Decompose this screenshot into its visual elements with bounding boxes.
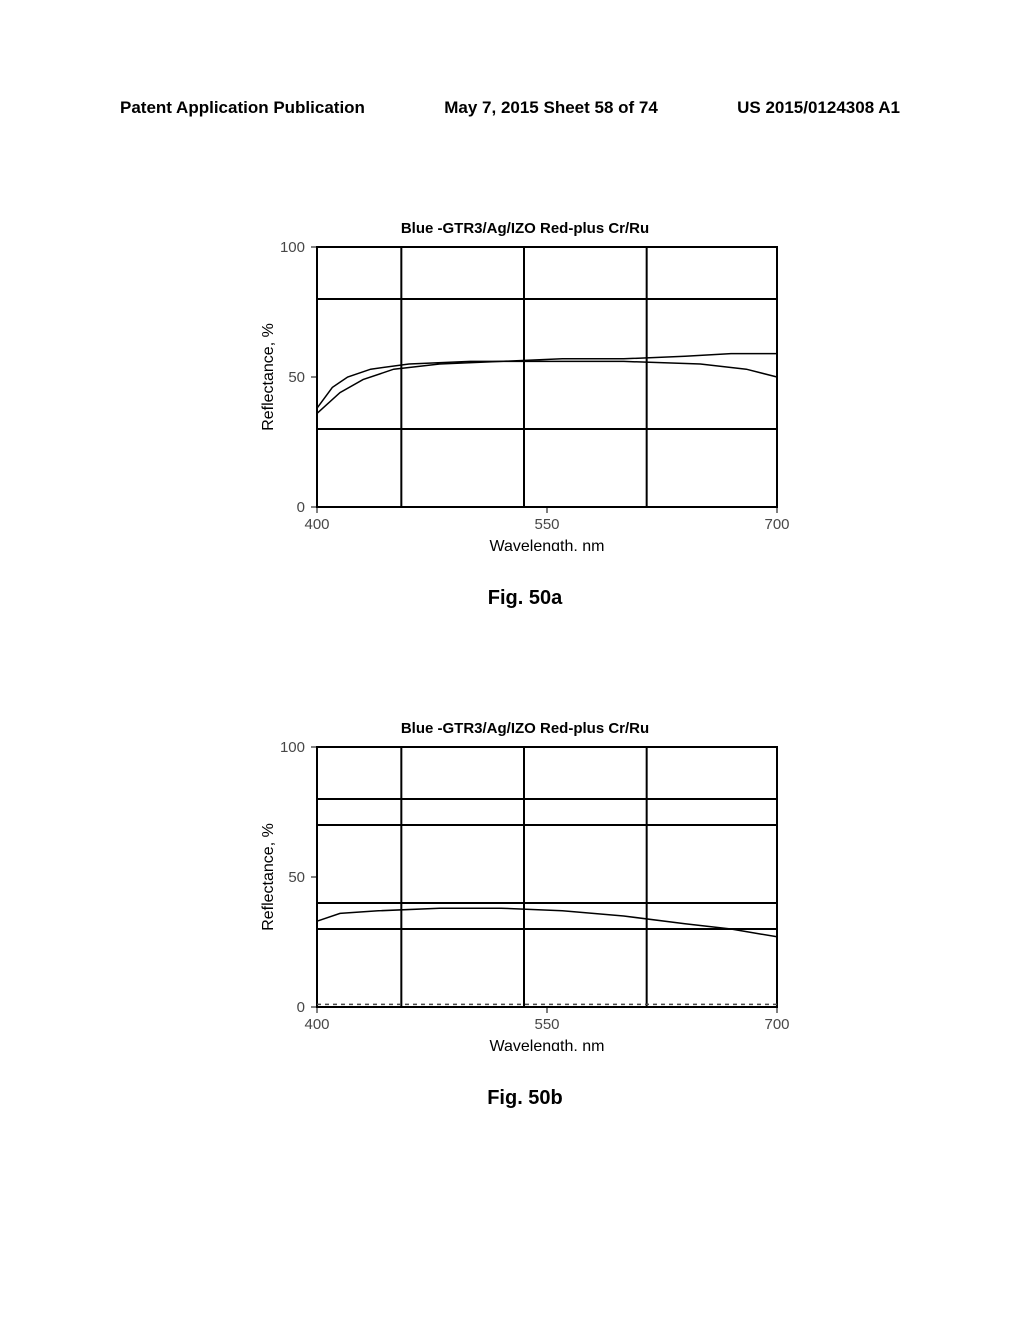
svg-text:Wavelength, nm: Wavelength, nm [489,538,604,551]
svg-text:0: 0 [297,499,305,516]
chart-a-caption: Fig. 50a [255,587,795,610]
svg-text:100: 100 [280,241,305,256]
svg-text:50: 50 [288,869,305,886]
svg-text:50: 50 [288,369,305,386]
figure-50b: Blue -GTR3/Ag/IZO Red-plus Cr/Ru 400 550 7… [255,720,795,1110]
svg-text:700: 700 [764,1016,789,1033]
svg-text:550: 550 [534,516,559,533]
svg-text:Wavelength, nm: Wavelength, nm [489,1038,604,1051]
svg-text:700: 700 [764,516,789,533]
page-header: Patent Application Publication May 7, 20… [120,98,900,118]
header-center: May 7, 2015 Sheet 58 of 74 [444,98,658,118]
header-left: Patent Application Publication [120,98,365,118]
chart-a-svg: 400 550 700 0 50 100 Wavelength, nm Reflectance… [255,241,795,551]
chart-b-title: Blue -GTR3/Ag/IZO Red-plus Cr/Ru [255,720,795,737]
svg-text:100: 100 [280,741,305,756]
figure-50a: Blue -GTR3/Ag/IZO Red-plus Cr/Ru 400 550 7… [255,220,795,610]
header-right: US 2015/0124308 A1 [737,98,900,118]
chart-b-svg: 400 550 700 0 50 100 Wavelength, nm Reflectance… [255,741,795,1051]
chart-b-caption: Fig. 50b [255,1087,795,1110]
svg-text:0: 0 [297,999,305,1016]
svg-text:Reflectance, %: Reflectance, % [260,323,277,431]
svg-text:400: 400 [304,516,329,533]
svg-text:550: 550 [534,1016,559,1033]
svg-text:400: 400 [304,1016,329,1033]
chart-a-title: Blue -GTR3/Ag/IZO Red-plus Cr/Ru [255,220,795,237]
page: Patent Application Publication May 7, 20… [0,0,1020,1320]
svg-text:Reflectance, %: Reflectance, % [260,823,277,931]
